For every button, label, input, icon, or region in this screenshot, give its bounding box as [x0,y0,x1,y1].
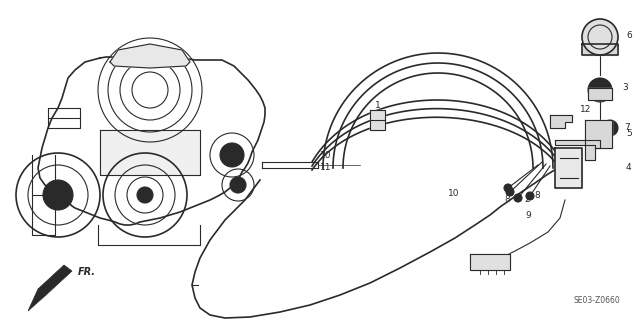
Text: 4: 4 [626,164,632,173]
Circle shape [51,188,65,202]
Circle shape [514,194,522,202]
Polygon shape [582,44,618,55]
Polygon shape [555,148,582,188]
Text: 1: 1 [375,101,381,110]
Polygon shape [470,254,510,270]
Text: SE03-Z0660: SE03-Z0660 [573,296,620,305]
Polygon shape [555,140,600,148]
Text: 6: 6 [626,31,632,40]
Polygon shape [585,120,612,160]
Text: 8: 8 [534,191,540,201]
Polygon shape [38,265,72,295]
Polygon shape [588,88,612,100]
Text: 5: 5 [626,130,632,138]
Circle shape [230,177,246,193]
Text: 11: 11 [320,164,332,173]
Circle shape [506,188,514,196]
Circle shape [43,180,73,210]
Text: 8: 8 [504,196,509,204]
Circle shape [504,184,512,192]
Circle shape [137,187,153,203]
Polygon shape [100,130,200,175]
Circle shape [588,78,612,102]
Circle shape [526,192,534,200]
Text: 10: 10 [320,151,332,160]
Polygon shape [370,110,385,130]
Text: 7: 7 [624,123,630,132]
Text: FR.: FR. [78,267,96,277]
Polygon shape [550,115,572,128]
Circle shape [582,19,618,55]
Text: 2: 2 [524,196,530,204]
Text: 10: 10 [448,189,460,197]
Circle shape [220,143,244,167]
Polygon shape [28,289,46,311]
Text: 3: 3 [622,84,628,93]
Polygon shape [110,44,190,68]
Text: 12: 12 [580,106,591,115]
Circle shape [602,120,618,136]
Text: 9: 9 [525,211,531,219]
